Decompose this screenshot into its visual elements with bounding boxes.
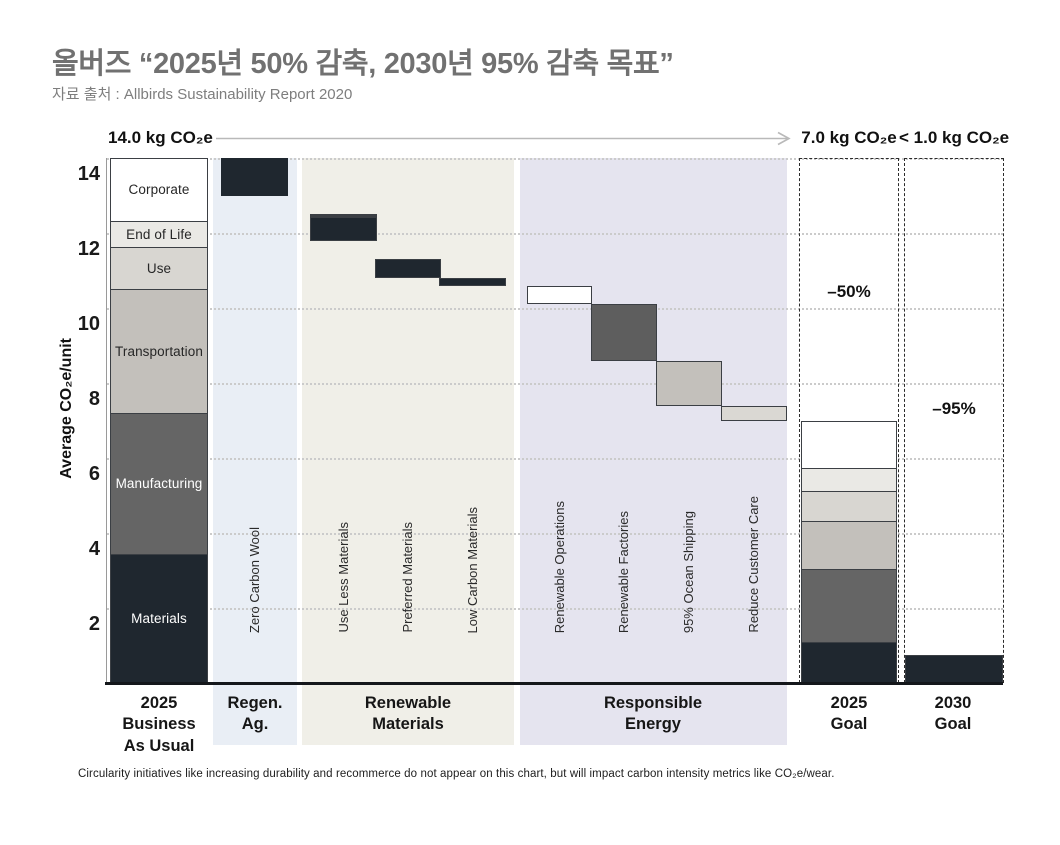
- bar-2025-goal-segment-manufacturing: [802, 568, 896, 642]
- y-tick-12: 12: [77, 238, 100, 260]
- x-label-2030-goal: 2030 Goal: [934, 694, 972, 734]
- y-tick-4: 4: [88, 538, 100, 560]
- gridline-10: [107, 308, 1003, 310]
- flow-end-label: < 1.0 kg CO₂e: [899, 128, 1010, 147]
- bar-2025-goal-segment-use: [802, 491, 896, 522]
- y-tick-2: 2: [88, 613, 100, 635]
- x-label-section-materials: Renewable Materials: [364, 694, 452, 734]
- x-axis-baseline: [105, 682, 1003, 685]
- goal-2025-annotation: –50%: [827, 282, 871, 301]
- bar-2025-bau: Corporate End of Life Use Transportation Man…: [110, 158, 208, 683]
- x-label-2025-bau: 2025 Business As Usual: [122, 694, 196, 755]
- bar-2025-bau-segment-end-of-life: End of Life: [111, 220, 207, 248]
- waterfall-step-ocean: [656, 360, 722, 406]
- waterfall-step-ren_ops: [527, 285, 592, 305]
- y-tick-10: 10: [77, 313, 100, 335]
- waterfall-step-regen_ag: [221, 158, 288, 196]
- y-tick-8: 8: [88, 388, 100, 410]
- gridline-4: [107, 533, 1003, 535]
- bar-2025-bau-segment-use: Use: [111, 247, 207, 289]
- waterfall-step-use_less-segment-1: [311, 215, 376, 217]
- goal-2030-annotation: –95%: [932, 399, 976, 418]
- bar-2025-goal: [801, 420, 897, 683]
- waterfall-step-use_less-segment-2: [311, 216, 376, 218]
- x-label-section-regen: Regen. Ag.: [227, 694, 283, 734]
- step-label-regen_ag: Zero Carbon Wool: [246, 527, 262, 633]
- bar-2025-goal-segment-transportation: [802, 521, 896, 569]
- bar-2025-goal-segment-corporate: [802, 421, 896, 469]
- step-label-ren_ops: Renewable Operations: [551, 500, 567, 633]
- section-bg-materials: [302, 158, 514, 745]
- waterfall-step-use_less: [310, 214, 377, 241]
- gridline-14: [107, 158, 1003, 160]
- goal2025-dashed-box: [799, 158, 899, 683]
- y-tick-6: 6: [88, 463, 100, 485]
- bar-2025-bau-segment-corporate: Corporate: [111, 159, 207, 221]
- flow-start-label: 14.0 kg CO₂e: [108, 128, 213, 147]
- y-axis-line: [106, 158, 107, 683]
- page-title: 올버즈 “2025년 50% 감축, 2030년 95% 감축 목표”: [52, 48, 674, 80]
- step-label-ocean: 95% Ocean Shipping: [681, 510, 696, 633]
- waterfall-step-cust_care: [721, 405, 787, 421]
- bar-2025-bau-segment-manufacturing: Manufacturing: [111, 412, 207, 554]
- gridline-12: [107, 233, 1003, 235]
- section-bg-energy: [520, 158, 787, 745]
- waterfall-step-preferred: [375, 259, 441, 278]
- waterfall-step-low_carbon: [439, 278, 506, 286]
- section-bg-regen: [213, 158, 297, 745]
- waterfall-step-use_less-segment-3: [311, 217, 376, 240]
- flow-mid-label: 7.0 kg CO₂e: [801, 128, 897, 147]
- waterfall-step-ren_fact: [591, 304, 657, 361]
- page-source: 자료 출처 : Allbirds Sustainability Report 2…: [52, 86, 353, 103]
- step-label-use_less: Use Less Materials: [335, 522, 351, 633]
- x-label-2025-goal: 2025 Goal: [830, 694, 868, 734]
- gridline-8: [107, 383, 1003, 385]
- gridline-6: [107, 458, 1003, 460]
- arrow-icon: [216, 131, 791, 146]
- chart-footnote: Circularity initiatives like increasing …: [78, 768, 835, 780]
- y-tick-14: 14: [77, 163, 100, 185]
- bar-2025-goal-segment-materials: [802, 641, 896, 682]
- bar-2025-goal-segment-end-of-life: [802, 468, 896, 492]
- step-label-cust_care: Reduce Customer Care: [746, 496, 761, 633]
- gridline-2: [107, 608, 1003, 610]
- step-label-ren_fact: Renewable Factories: [616, 510, 631, 633]
- goal2030-dashed-box: [904, 158, 1004, 683]
- x-label-section-energy: Responsible Energy: [603, 694, 703, 734]
- step-label-low_carbon: Low Carbon Materials: [464, 506, 480, 633]
- bar-2025-bau-segment-transportation: Transportation: [111, 288, 207, 413]
- step-label-preferred: Preferred Materials: [400, 522, 415, 633]
- bar-2025-bau-segment-materials: Materials: [111, 553, 207, 682]
